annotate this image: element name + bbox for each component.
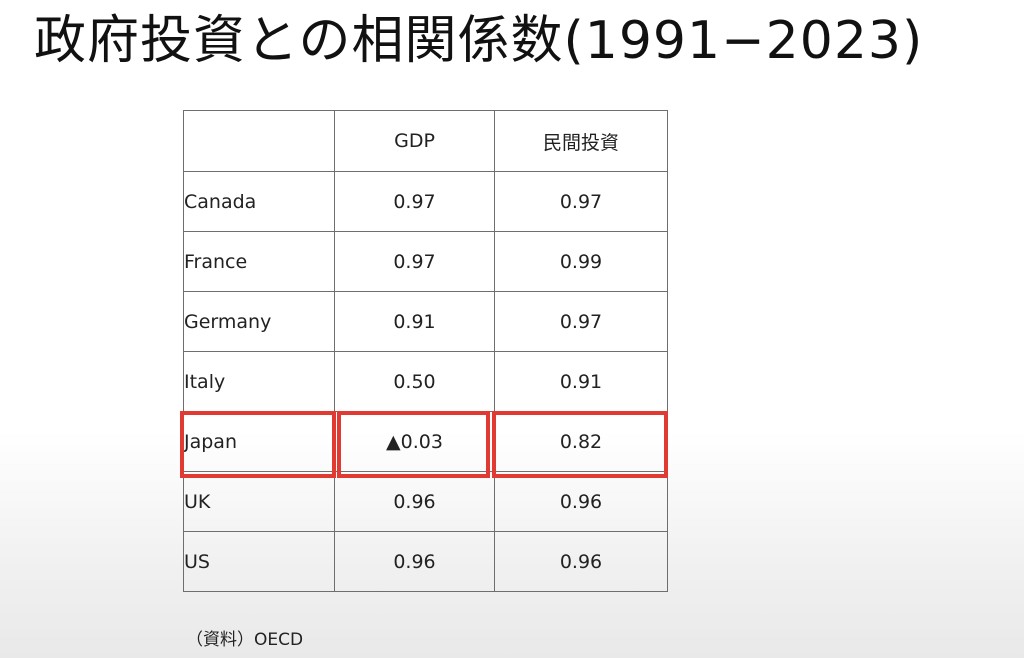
country-cell: Japan (183, 411, 335, 472)
table-row: Germany 0.91 0.97 (183, 291, 668, 352)
table-row: UK 0.96 0.96 (183, 471, 668, 532)
table-row-highlighted: Japan ▲0.03 0.82 (183, 411, 668, 472)
gdp-cell: 0.96 (334, 471, 495, 532)
private-investment-cell: 0.96 (494, 471, 668, 532)
correlation-table-container: GDP 民間投資 Canada 0.97 0.97 France 0.97 0.… (183, 110, 668, 592)
gdp-cell: 0.50 (334, 351, 495, 412)
table-header-row: GDP 民間投資 (183, 110, 668, 172)
private-investment-cell: 0.97 (494, 291, 668, 352)
gdp-cell: 0.97 (334, 171, 495, 232)
correlation-table: GDP 民間投資 Canada 0.97 0.97 France 0.97 0.… (183, 110, 668, 592)
header-private-investment: 民間投資 (494, 110, 668, 172)
header-gdp: GDP (334, 110, 495, 172)
table-row: US 0.96 0.96 (183, 531, 668, 592)
country-cell: France (183, 231, 335, 292)
private-investment-cell: 0.96 (494, 531, 668, 592)
table-row: France 0.97 0.99 (183, 231, 668, 292)
private-investment-cell: 0.99 (494, 231, 668, 292)
country-cell: Germany (183, 291, 335, 352)
private-investment-cell: 0.97 (494, 171, 668, 232)
page-title: 政府投資との相関係数(1991−2023) (34, 11, 924, 71)
country-cell: Italy (183, 351, 335, 412)
country-cell: Canada (183, 171, 335, 232)
gdp-cell: ▲0.03 (334, 411, 495, 472)
table-row: Canada 0.97 0.97 (183, 171, 668, 232)
gdp-cell: 0.96 (334, 531, 495, 592)
private-investment-cell: 0.82 (494, 411, 668, 472)
header-country (183, 110, 335, 172)
gdp-cell: 0.91 (334, 291, 495, 352)
country-cell: UK (183, 471, 335, 532)
table-row: Italy 0.50 0.91 (183, 351, 668, 412)
source-note: （資料）OECD (186, 630, 304, 650)
gdp-cell: 0.97 (334, 231, 495, 292)
country-cell: US (183, 531, 335, 592)
private-investment-cell: 0.91 (494, 351, 668, 412)
